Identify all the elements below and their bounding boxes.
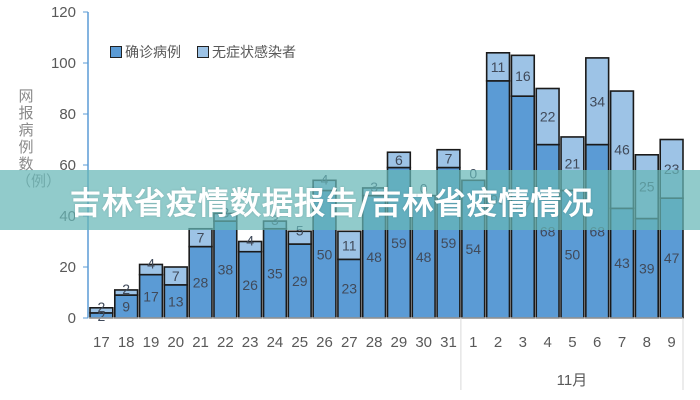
bar-asymptomatic [138,263,164,276]
x-tick-label: 3 [519,334,527,351]
asymptomatic-value-label: 46 [614,142,630,158]
y-tick-label: 80 [59,106,76,123]
month-group-label: 11月 [557,372,588,389]
confirmed-value-label: 47 [664,250,680,266]
x-tick-label: 4 [543,334,551,351]
confirmed-value-label: 26 [242,277,258,293]
x-tick-label: 24 [267,334,284,351]
confirmed-value-label: 29 [292,273,308,289]
asymptomatic-value-label: 11 [491,59,506,75]
bar-group: 23 11 [337,230,362,319]
x-tick-label: 17 [93,334,110,351]
legend-item-asymptomatic: 无症状感染者 [197,42,296,62]
bar-asymptomatic [237,240,263,253]
bar-asymptomatic [113,289,139,296]
legend-label-asymptomatic: 无症状感染者 [212,45,296,61]
bar-group: 17 4 [138,255,164,319]
y-tick-label: 60 [59,157,76,174]
legend: 确诊病例 无症状感染者 [110,42,296,62]
x-axis: 17 18 19 20 21 22 23 24 25 26 27 28 29 30 31 1 2 3 4 5 6 7 8 91… [88,317,684,390]
confirmed-swatch-icon [110,46,122,58]
confirmed-value-label: 13 [168,293,184,309]
bar-group: 92 [113,281,139,319]
x-tick-label: 28 [366,334,383,351]
bar-group: 29 5 [287,222,312,319]
confirmed-value-label: 38 [218,262,234,278]
x-tick-label: 22 [217,334,234,351]
x-tick-label: 23 [242,334,259,351]
bar-asymptomatic [485,51,511,82]
confirmed-value-label: 59 [441,235,457,251]
bar-asymptomatic [535,87,560,146]
x-tick-label: 6 [593,334,601,351]
y-axis: 020406080100120 [51,4,89,327]
asymptomatic-value-label: 11 [342,237,357,253]
confirmed-value-label: 43 [614,255,630,271]
bar-asymptomatic [436,148,461,169]
asymptomatic-value-label: 4 [147,255,155,271]
asymptomatic-value-label: 7 [197,230,205,246]
legend-item-confirmed: 确诊病例 [110,42,181,62]
asymptomatic-value-label: 4 [246,233,254,249]
bar-group: 22 [89,299,114,324]
confirmed-value-label: 23 [342,281,358,297]
asymptomatic-swatch-icon [197,46,209,58]
bar-asymptomatic [337,230,362,261]
bar-asymptomatic [89,306,114,314]
confirmed-value-label: 35 [267,265,283,281]
asymptomatic-value-label: 34 [589,93,605,109]
x-tick-label: 30 [415,334,432,351]
bar-asymptomatic [287,230,312,245]
asymptomatic-value-label: 5 [296,222,304,238]
y-tick-label: 0 [68,310,76,327]
x-tick-label: 9 [667,334,675,351]
x-tick-label: 21 [192,334,209,351]
y-tick-label: 100 [51,55,76,72]
bar-group: 13 7 [163,266,188,319]
y-tick-label: 120 [51,4,76,21]
confirmed-value-label: 54 [465,241,481,257]
bar-asymptomatic [510,54,536,97]
x-tick-label: 27 [341,334,358,351]
confirmed-value-label: 48 [366,249,382,265]
asymptomatic-value-label: 7 [172,268,180,284]
x-tick-label: 5 [568,334,576,351]
asymptomatic-value-label: 22 [540,109,556,125]
confirmed-value-label: 50 [565,246,581,262]
x-tick-label: 26 [316,334,333,351]
confirmed-value-label: 9 [122,299,130,315]
x-tick-label: 20 [167,334,184,351]
asymptomatic-value-label: 21 [565,156,581,172]
x-tick-label: 31 [440,334,457,351]
confirmed-value-label: 48 [416,249,432,265]
asymptomatic-value-label: 2 [122,281,130,297]
confirmed-value-label: 59 [391,235,407,251]
x-tick-label: 7 [618,334,626,351]
bar-asymptomatic [163,266,188,286]
asymptomatic-value-label: 6 [395,152,403,168]
confirmed-value-label: 17 [143,288,159,304]
banner-title: 吉林省疫情数据报告/吉林省疫情情况 [70,185,595,222]
x-tick-label: 29 [391,334,408,351]
asymptomatic-value-label: 2 [97,299,105,315]
bar-asymptomatic [585,57,610,146]
x-tick-label: 1 [469,334,477,351]
title-banner: 吉林省疫情数据报告/吉林省疫情情况 [0,170,700,230]
asymptomatic-value-label: 16 [515,68,531,84]
bar-asymptomatic [386,151,412,169]
x-tick-label: 19 [143,334,160,351]
bar-group: 28 7 [188,227,213,319]
x-tick-label: 25 [291,334,308,351]
confirmed-value-label: 28 [193,274,209,290]
asymptomatic-value-label: 7 [445,151,453,167]
x-tick-label: 2 [494,334,502,351]
x-tick-label: 8 [643,334,651,351]
confirmed-value-label: 39 [639,260,655,276]
confirmed-value-label: 2 [97,308,105,324]
x-tick-label: 18 [118,334,135,351]
legend-label-confirmed: 确诊病例 [125,45,181,61]
bar-group: 26 4 [237,233,263,319]
confirmed-value-label: 50 [317,246,333,262]
y-tick-label: 20 [59,259,76,276]
